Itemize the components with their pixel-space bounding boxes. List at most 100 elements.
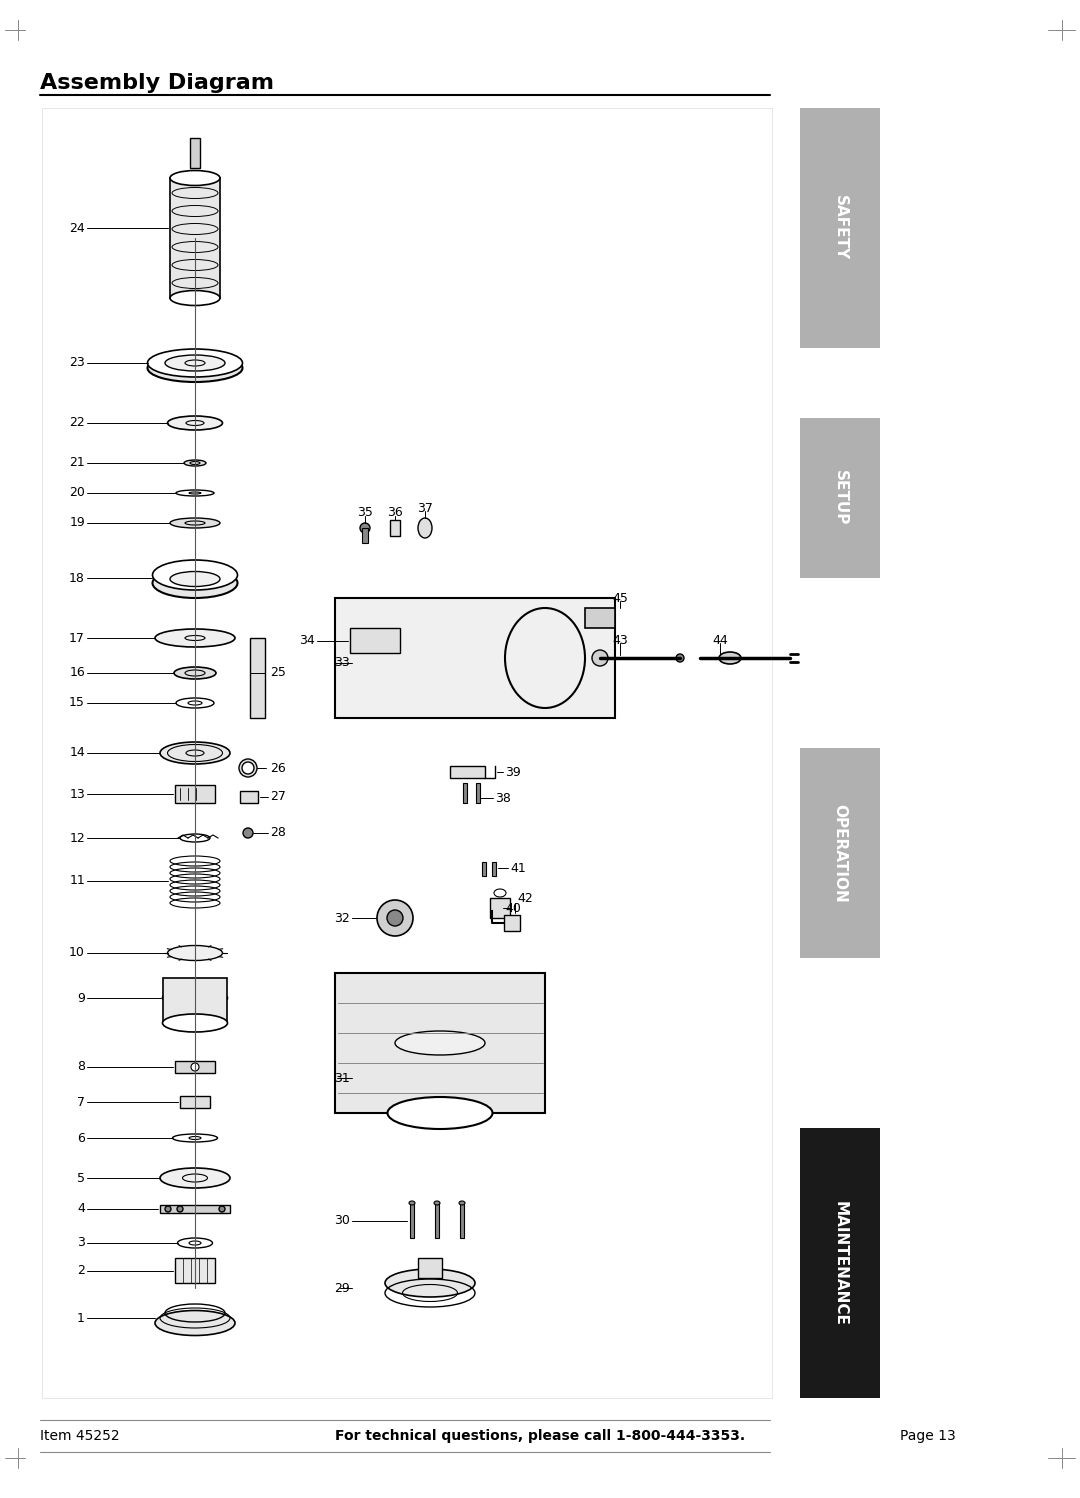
Ellipse shape — [156, 1311, 235, 1336]
Circle shape — [360, 523, 370, 533]
Text: 23: 23 — [69, 357, 85, 370]
Bar — [460, 1203, 464, 1237]
Text: 44: 44 — [712, 634, 728, 647]
Text: Page 13: Page 13 — [900, 1429, 956, 1443]
Ellipse shape — [719, 652, 741, 664]
Text: 6: 6 — [77, 1131, 85, 1144]
Text: Item 45252: Item 45252 — [40, 1429, 120, 1443]
Bar — [476, 783, 480, 803]
Ellipse shape — [165, 355, 225, 372]
Ellipse shape — [409, 1201, 415, 1204]
Bar — [585, 608, 615, 628]
Text: 30: 30 — [334, 1215, 350, 1227]
Bar — [800, 418, 880, 578]
Text: 25: 25 — [270, 667, 286, 680]
Ellipse shape — [395, 1031, 485, 1055]
Bar — [800, 748, 880, 959]
Circle shape — [243, 828, 253, 837]
Ellipse shape — [152, 560, 238, 590]
Ellipse shape — [170, 518, 220, 527]
Ellipse shape — [384, 1269, 475, 1297]
Ellipse shape — [148, 354, 243, 382]
Ellipse shape — [459, 1201, 465, 1204]
Bar — [482, 861, 486, 876]
Text: 16: 16 — [69, 667, 85, 680]
Ellipse shape — [152, 568, 238, 598]
Bar — [249, 638, 265, 718]
Ellipse shape — [418, 518, 432, 538]
Text: 8: 8 — [77, 1061, 85, 1074]
Circle shape — [592, 650, 608, 667]
Text: 10: 10 — [69, 947, 85, 960]
Text: 35: 35 — [357, 506, 373, 520]
Ellipse shape — [434, 1201, 440, 1204]
Text: 37: 37 — [417, 502, 433, 514]
Ellipse shape — [167, 416, 222, 430]
Text: 38: 38 — [495, 791, 511, 804]
Text: 28: 28 — [270, 827, 286, 839]
Bar — [362, 527, 368, 542]
Ellipse shape — [388, 1097, 492, 1129]
Circle shape — [219, 1206, 225, 1212]
Text: 4: 4 — [77, 1203, 85, 1215]
Text: 36: 36 — [387, 506, 403, 520]
Text: 41: 41 — [510, 861, 526, 875]
Text: 31: 31 — [334, 1071, 350, 1085]
Ellipse shape — [505, 608, 585, 709]
Ellipse shape — [239, 759, 257, 777]
Ellipse shape — [388, 1028, 492, 1059]
Text: 19: 19 — [69, 517, 85, 529]
Bar — [175, 1258, 215, 1282]
Ellipse shape — [148, 349, 243, 377]
Bar — [180, 1097, 210, 1109]
Bar — [335, 598, 615, 718]
Bar — [410, 1203, 414, 1237]
Bar — [492, 861, 496, 876]
Bar — [170, 178, 220, 298]
Text: 40: 40 — [505, 902, 521, 914]
Bar — [463, 783, 467, 803]
Text: 42: 42 — [517, 891, 532, 905]
Text: 26: 26 — [270, 761, 286, 774]
Bar — [190, 138, 200, 168]
Text: 9: 9 — [77, 992, 85, 1005]
Circle shape — [377, 900, 413, 936]
Bar — [175, 1061, 215, 1073]
Text: 5: 5 — [77, 1171, 85, 1185]
Text: 33: 33 — [334, 656, 350, 670]
Bar — [335, 974, 545, 1113]
Bar — [42, 108, 772, 1398]
Bar — [390, 520, 400, 536]
Text: 14: 14 — [69, 746, 85, 759]
Text: 12: 12 — [69, 831, 85, 845]
Text: 3: 3 — [77, 1236, 85, 1249]
Text: 22: 22 — [69, 416, 85, 430]
Text: 7: 7 — [77, 1095, 85, 1109]
Bar — [160, 1204, 230, 1213]
Text: 18: 18 — [69, 572, 85, 584]
Bar — [435, 1203, 438, 1237]
Text: 39: 39 — [505, 765, 521, 779]
Ellipse shape — [167, 945, 222, 960]
Circle shape — [242, 762, 254, 774]
Bar — [350, 628, 400, 653]
Text: 20: 20 — [69, 487, 85, 499]
Circle shape — [165, 1206, 171, 1212]
Ellipse shape — [170, 171, 220, 186]
Text: 45: 45 — [612, 592, 627, 605]
Text: 34: 34 — [299, 635, 315, 647]
Ellipse shape — [191, 1064, 199, 1071]
Ellipse shape — [160, 1168, 230, 1188]
Text: 17: 17 — [69, 632, 85, 644]
Ellipse shape — [170, 572, 220, 587]
Bar — [504, 915, 519, 930]
Text: OPERATION: OPERATION — [833, 803, 848, 902]
Ellipse shape — [156, 629, 235, 647]
Circle shape — [177, 1206, 183, 1212]
Text: Assembly Diagram: Assembly Diagram — [40, 73, 274, 93]
Text: 2: 2 — [77, 1264, 85, 1278]
Bar — [240, 791, 258, 803]
Bar — [490, 897, 510, 918]
Text: For technical questions, please call 1-800-444-3353.: For technical questions, please call 1-8… — [335, 1429, 745, 1443]
Text: 21: 21 — [69, 457, 85, 469]
